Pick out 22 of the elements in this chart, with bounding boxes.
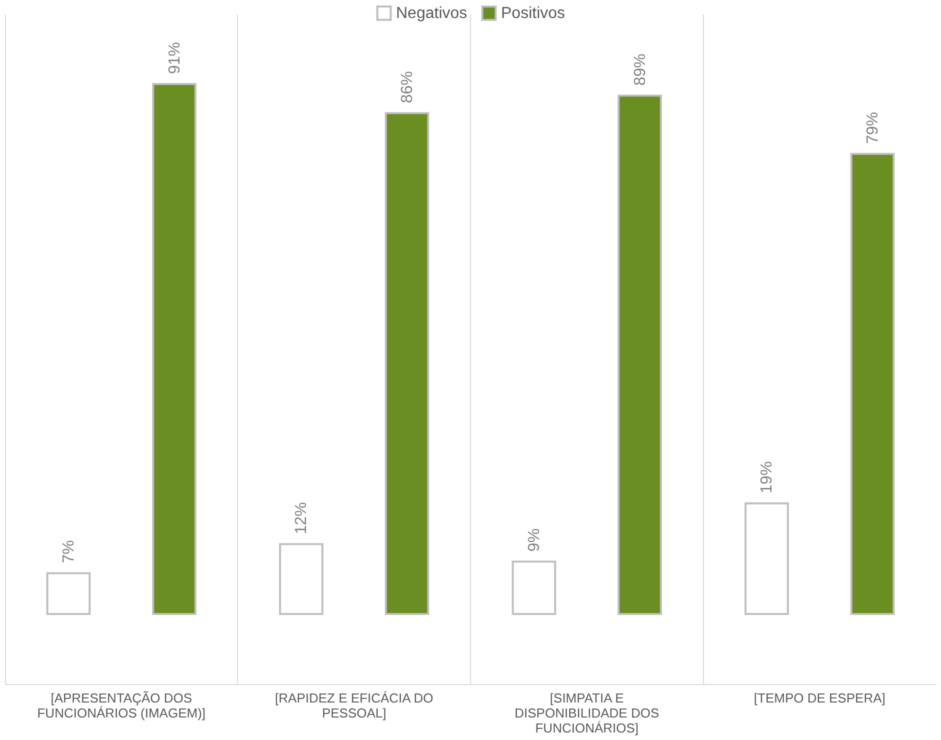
legend-label: Positivos	[501, 5, 566, 22]
x-tick-label: [TEMPO DE ESPERA]	[754, 690, 886, 706]
data-label: 79%	[864, 112, 882, 144]
data-label: 91%	[166, 42, 184, 74]
data-label: 89%	[632, 54, 649, 86]
bar	[512, 560, 556, 615]
x-tick-label: [RAPIDEZ E EFICÁCIA DO PESSOAL]	[275, 690, 434, 720]
data-label: 86%	[399, 71, 416, 104]
bar	[384, 112, 430, 615]
bar	[744, 502, 789, 615]
data-label: 19%	[758, 461, 776, 494]
data-label: 7%	[60, 540, 78, 564]
data-label: 9%	[526, 528, 543, 552]
bar	[618, 94, 662, 615]
data-label: 12%	[293, 502, 310, 534]
bar	[152, 83, 196, 615]
bar	[46, 572, 91, 615]
x-tick-label: [APRESENTAÇÃO DOS FUNCIONÁRIOS (IMAGEM)]	[37, 690, 206, 720]
legend-label: Negativos	[396, 5, 468, 22]
bar	[850, 152, 895, 615]
x-tick-label: [SIMPATIA E DISPONIBILIDADE DOS FUNCIONÁRIOS]	[514, 690, 660, 736]
bar	[279, 543, 324, 615]
